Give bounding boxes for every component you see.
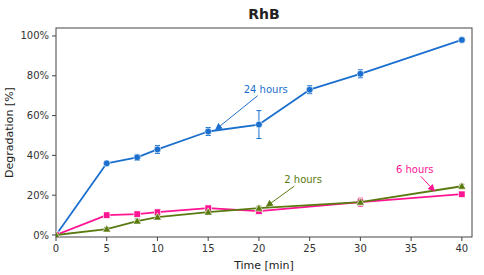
point (458, 182, 466, 189)
x-tick (208, 237, 209, 241)
annotation: 24 hours (244, 84, 288, 95)
error-bar (155, 145, 160, 153)
point (255, 204, 263, 211)
series-line (56, 186, 462, 235)
x-tick (461, 237, 462, 241)
chart: 0 5 10 15 20 25 30 35 40 0% 20% 40% 60% 80% 100% RhB Tim… (0, 0, 484, 275)
y-tick (52, 235, 56, 236)
y-tick-label: 20% (27, 190, 49, 201)
plot-frame (56, 28, 472, 237)
y-tick-label: 80% (27, 70, 49, 81)
point (134, 154, 141, 161)
error-bar (256, 111, 261, 139)
y-tick-label: 40% (27, 150, 49, 161)
point (306, 86, 313, 93)
x-tick (360, 237, 361, 241)
x-axis-label: Time [min] (233, 259, 294, 272)
x-tick-label: 20 (253, 243, 266, 254)
y-tick (52, 75, 56, 76)
y-tick-label: 100% (20, 30, 49, 41)
point (356, 198, 364, 205)
x-tick (56, 237, 57, 241)
point (103, 225, 111, 232)
annotation-arrow (266, 186, 294, 206)
x-tick-label: 0 (53, 243, 59, 254)
error-bar (206, 128, 211, 136)
point (56, 231, 60, 237)
point (153, 213, 161, 220)
plot-area (56, 37, 466, 237)
point (357, 70, 364, 77)
x-tick-label: 35 (405, 243, 418, 254)
x-tick-label: 40 (455, 243, 468, 254)
point (205, 128, 212, 135)
point (357, 199, 363, 205)
error-bar (307, 86, 312, 94)
series-line (56, 40, 462, 235)
point (458, 37, 465, 44)
error-bar (104, 213, 109, 218)
x-tick-label: 25 (303, 243, 316, 254)
series-line (56, 194, 462, 235)
error-bar (135, 154, 140, 160)
y-tick (52, 195, 56, 196)
annotation-arrow (421, 176, 435, 191)
error-bar (358, 70, 363, 78)
error-bar-cap (256, 110, 261, 111)
annotation-arrow (216, 96, 258, 130)
point (133, 217, 141, 224)
point (256, 121, 263, 128)
y-tick (52, 35, 56, 36)
x-tick (258, 237, 259, 241)
title: RhB (248, 6, 279, 22)
series (56, 182, 466, 237)
y-tick-label: 0% (33, 230, 49, 241)
annotation: 2 hours (284, 174, 322, 185)
x-tick-label: 5 (104, 243, 110, 254)
point (104, 212, 110, 218)
y-tick (52, 155, 56, 156)
point (103, 160, 110, 167)
x-tick-label: 10 (151, 243, 164, 254)
x-tick-label: 30 (354, 243, 367, 254)
y-axis-label: Degradation [%] (3, 87, 16, 178)
series (56, 191, 465, 237)
error-bar-cap (358, 206, 363, 207)
series (56, 37, 465, 237)
annotation: 6 hours (396, 164, 434, 175)
y-tick-label: 60% (27, 110, 49, 121)
point (459, 191, 465, 197)
x-tick (309, 237, 310, 241)
point (154, 146, 161, 153)
x-tick (157, 237, 158, 241)
y-tick (52, 115, 56, 116)
x-tick-label: 15 (202, 243, 215, 254)
x-tick (411, 237, 412, 241)
x-tick (106, 237, 107, 241)
point (204, 208, 212, 215)
error-bar-cap (256, 138, 261, 139)
